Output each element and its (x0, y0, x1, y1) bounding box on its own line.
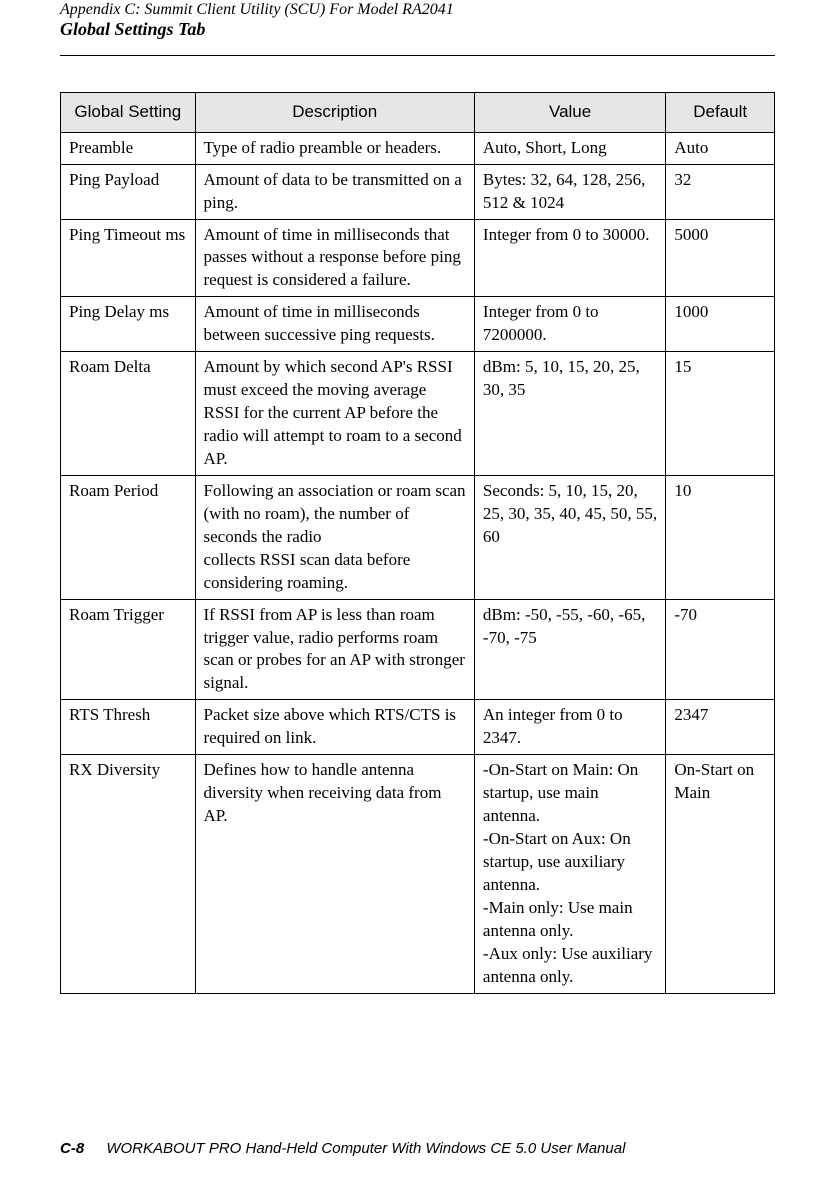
cell-value: Integer from 0 to 7200000. (474, 297, 665, 352)
cell-description: Amount of time in milliseconds that pass… (195, 219, 474, 297)
cell-value: Auto, Short, Long (474, 132, 665, 164)
cell-value: dBm: -50, -55, -60, -65, -70, -75 (474, 599, 665, 700)
cell-value: Bytes: 32, 64, 128, 256, 512 & 1024 (474, 164, 665, 219)
cell-value: dBm: 5, 10, 15, 20, 25, 30, 35 (474, 352, 665, 476)
cell-description: Following an association or roam scan (w… (195, 475, 474, 599)
col-header-value: Value (474, 92, 665, 132)
cell-description: Type of radio preamble or headers. (195, 132, 474, 164)
cell-default: 2347 (666, 700, 775, 755)
table-row: RTS Thresh Packet size above which RTS/C… (61, 700, 775, 755)
manual-title: WORKABOUT PRO Hand-Held Computer With Wi… (106, 1140, 625, 1157)
page-number: C-8 (60, 1140, 84, 1157)
cell-default: 15 (666, 352, 775, 476)
table-header-row: Global Setting Description Value Default (61, 92, 775, 132)
cell-description: Amount of time in milliseconds between s… (195, 297, 474, 352)
cell-setting: Roam Delta (61, 352, 196, 476)
cell-description: Defines how to handle antenna diversity … (195, 755, 474, 993)
cell-setting: Ping Delay ms (61, 297, 196, 352)
header-rule (60, 55, 775, 56)
cell-setting: RX Diversity (61, 755, 196, 993)
table-row: Roam Trigger If RSSI from AP is less tha… (61, 599, 775, 700)
cell-setting: Ping Timeout ms (61, 219, 196, 297)
cell-default: 32 (666, 164, 775, 219)
global-settings-table: Global Setting Description Value Default… (60, 92, 775, 994)
col-header-description: Description (195, 92, 474, 132)
cell-value: An integer from 0 to 2347. (474, 700, 665, 755)
cell-default: 1000 (666, 297, 775, 352)
cell-default: -70 (666, 599, 775, 700)
page-footer: C-8 WORKABOUT PRO Hand-Held Computer Wit… (60, 1110, 775, 1157)
table-row: Preamble Type of radio preamble or heade… (61, 132, 775, 164)
table-row: Ping Timeout ms Amount of time in millis… (61, 219, 775, 297)
table-row: RX Diversity Defines how to handle anten… (61, 755, 775, 993)
cell-setting: Preamble (61, 132, 196, 164)
cell-setting: Roam Period (61, 475, 196, 599)
section-title: Global Settings Tab (60, 19, 775, 41)
cell-setting: Roam Trigger (61, 599, 196, 700)
cell-value: Seconds: 5, 10, 15, 20, 25, 30, 35, 40, … (474, 475, 665, 599)
cell-setting: Ping Payload (61, 164, 196, 219)
cell-description: Amount by which second AP's RSSI must ex… (195, 352, 474, 476)
cell-value: -On-Start on Main: On startup, use main … (474, 755, 665, 993)
cell-description: Amount of data to be transmitted on a pi… (195, 164, 474, 219)
cell-value: Integer from 0 to 30000. (474, 219, 665, 297)
col-header-setting: Global Setting (61, 92, 196, 132)
cell-default: On-Start on Main (666, 755, 775, 993)
appendix-line: Appendix C: Summit Client Utility (SCU) … (60, 0, 775, 19)
table-row: Roam Period Following an association or … (61, 475, 775, 599)
page-header: Appendix C: Summit Client Utility (SCU) … (60, 0, 775, 92)
document-page: Appendix C: Summit Client Utility (SCU) … (0, 0, 835, 1197)
table-row: Ping Delay ms Amount of time in millisec… (61, 297, 775, 352)
table-row: Ping Payload Amount of data to be transm… (61, 164, 775, 219)
cell-default: 5000 (666, 219, 775, 297)
cell-description: If RSSI from AP is less than roam trigge… (195, 599, 474, 700)
cell-default: Auto (666, 132, 775, 164)
cell-setting: RTS Thresh (61, 700, 196, 755)
cell-default: 10 (666, 475, 775, 599)
cell-description: Packet size above which RTS/CTS is requi… (195, 700, 474, 755)
table-row: Roam Delta Amount by which second AP's R… (61, 352, 775, 476)
col-header-default: Default (666, 92, 775, 132)
